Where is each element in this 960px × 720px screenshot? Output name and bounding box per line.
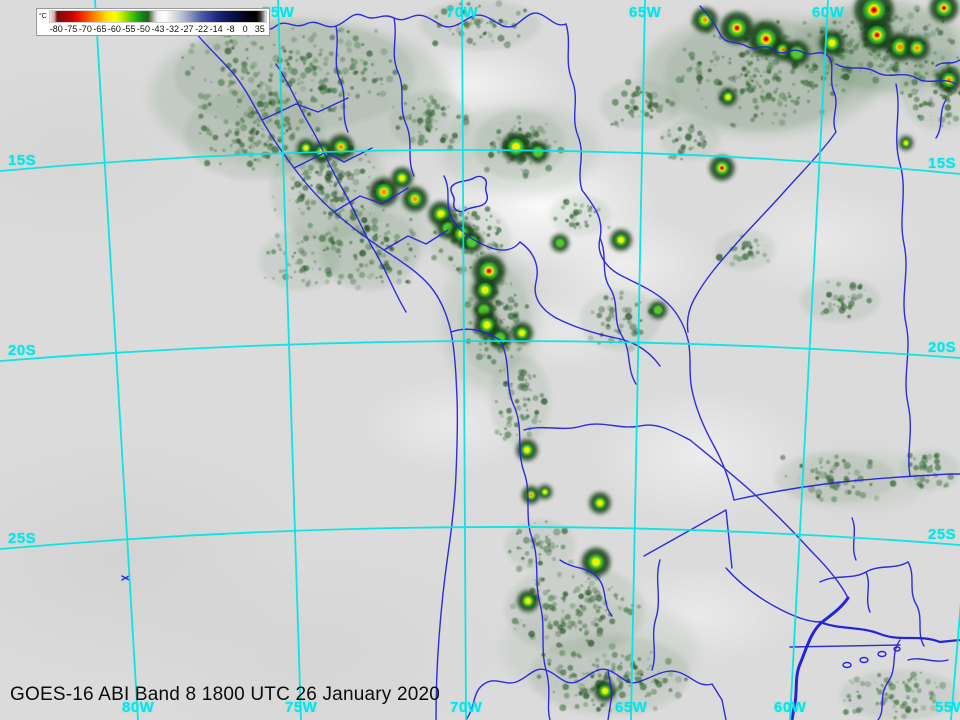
colorbar-tick: -65: [93, 24, 107, 34]
lake-outline: [877, 650, 887, 658]
colorbar-tick-labels: -80 -75 -70 -65 -60 -55 -50 -43 -32 -27 -22 -14 -8 0 3…: [49, 23, 267, 35]
border-line: [383, 229, 449, 251]
border-line: [293, 147, 373, 169]
border-line: [686, 139, 831, 333]
border-line: [935, 99, 947, 139]
colorbar-tick: -60: [107, 24, 121, 34]
river-main: [790, 596, 850, 720]
border-line: [637, 670, 727, 720]
colorbar-tick: 0: [242, 24, 248, 34]
border-line: [733, 473, 960, 501]
image-caption: GOES-16 ABI Band 8 1800 UTC 26 January 2…: [10, 684, 441, 705]
colorbar-tick: -80: [49, 24, 63, 34]
border-line: [565, 23, 583, 191]
border-line: [581, 189, 735, 501]
river-braided: [818, 620, 960, 644]
border-line: [335, 25, 349, 133]
border-line: [725, 567, 821, 623]
colorbar-tick: -50: [136, 24, 150, 34]
colorbar-tick: -32: [166, 24, 180, 34]
longitude-line-70W: [461, 0, 467, 720]
colorbar-tick: -8: [226, 24, 235, 34]
rivers: [790, 596, 960, 720]
lakes: [450, 175, 901, 669]
border-line: [275, 63, 407, 313]
lake-outline: [450, 175, 489, 213]
border-line: [689, 439, 849, 599]
border-line: [599, 237, 637, 385]
border-line: [935, 59, 960, 67]
border-line: [607, 669, 613, 720]
colorbar-tick: -75: [64, 24, 78, 34]
border-line: [907, 561, 925, 647]
border-line: [247, 13, 515, 37]
border-line: [261, 97, 349, 121]
border-line: [699, 5, 837, 141]
border-line: [895, 83, 911, 477]
longitude-line-60W: [789, 0, 829, 720]
latitude-line-20S: [0, 340, 960, 362]
border-line: [545, 668, 639, 684]
latitude-line-25S: [0, 526, 960, 550]
lake-outline: [893, 646, 901, 652]
lake-outline: [859, 656, 869, 664]
border-line: [643, 509, 733, 569]
colorbar-tick: 35: [254, 24, 265, 34]
border-line: [555, 317, 661, 367]
border-line: [443, 175, 521, 251]
longitude-line-75W: [277, 0, 302, 720]
border-line: [523, 423, 691, 441]
border-line: [519, 241, 557, 319]
border-line: [513, 12, 567, 27]
border-line: [651, 559, 661, 671]
colorbar-tick: -22: [195, 24, 209, 34]
colorbar-tick: -55: [122, 24, 136, 34]
border-line: [819, 561, 909, 583]
lake-outline: [842, 661, 852, 669]
border-line: [865, 571, 871, 613]
border-line: [465, 668, 547, 720]
border-line: [121, 575, 130, 581]
border-line: [835, 63, 957, 85]
colorbar-tick: -70: [78, 24, 92, 34]
colorbar-gradient: [49, 10, 267, 23]
latitude-line-15S: [0, 149, 960, 175]
colorbar-tick: -43: [151, 24, 165, 34]
longitude-line-80W: [94, 0, 139, 720]
border-line: [189, 25, 459, 720]
border-line: [907, 658, 949, 662]
longitude-line-65W: [630, 0, 646, 720]
border-line: [877, 639, 901, 720]
colorbar-unit: °C: [39, 12, 47, 20]
border-line: [851, 517, 857, 561]
colorbar-tick: -27: [180, 24, 194, 34]
border-line: [333, 187, 409, 213]
colorbar-tick: -14: [209, 24, 223, 34]
border-line: [559, 559, 613, 617]
border-line: [450, 328, 501, 341]
temperature-colorbar: °C -80 -75 -70 -65 -60 -55 -50 -43 -32 -27 -22 -14-…: [36, 8, 270, 36]
